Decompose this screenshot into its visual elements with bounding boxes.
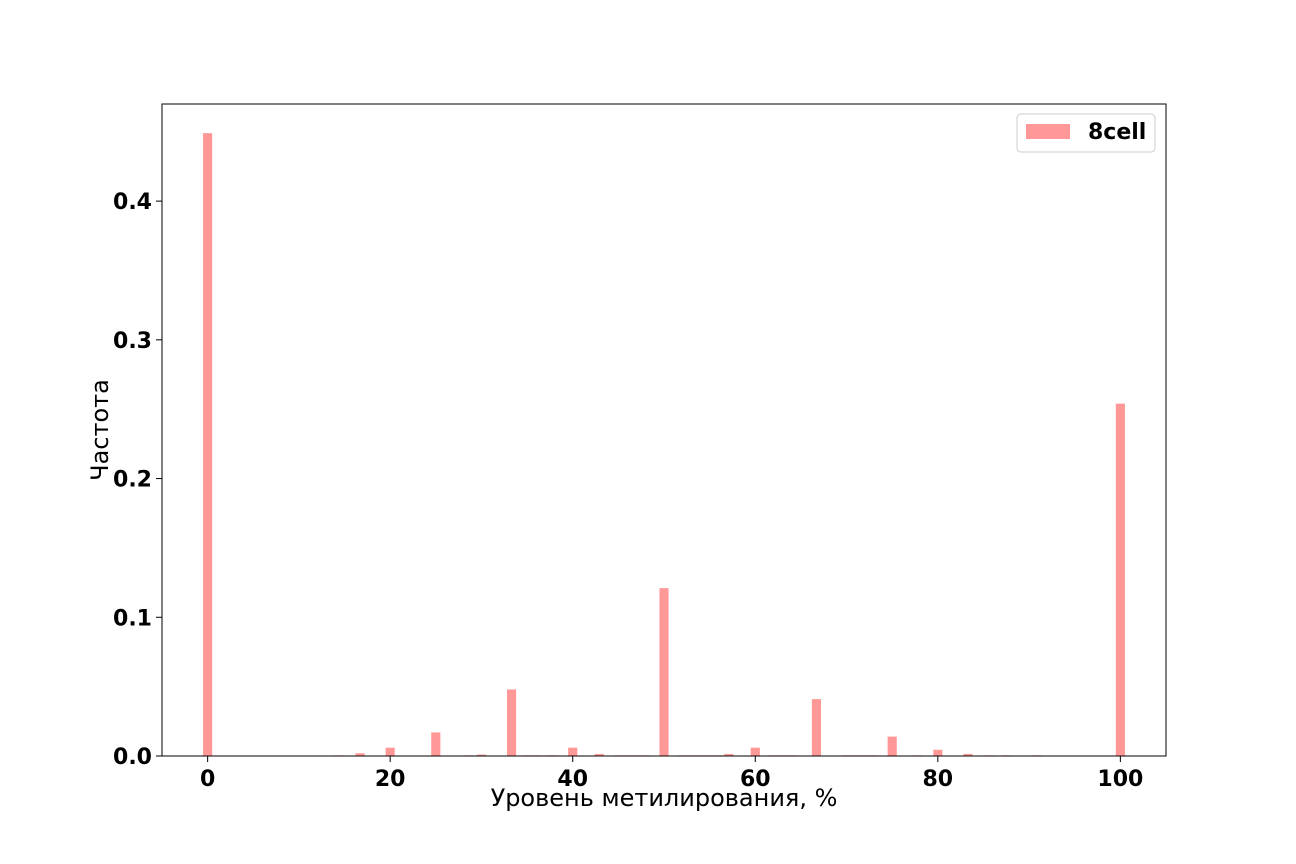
bar-20 — [385, 747, 395, 756]
legend-swatch — [1026, 124, 1070, 139]
x-tick-label: 20 — [375, 767, 406, 792]
bar-75 — [887, 736, 897, 756]
bar-100 — [1115, 403, 1125, 756]
bar-50 — [659, 588, 669, 756]
legend-label: 8cell — [1088, 120, 1146, 145]
bar-16.7 — [355, 753, 365, 756]
x-axis: 0 20 40 60 80 100 — [200, 756, 1143, 792]
bar-57.1 — [724, 753, 734, 756]
legend-box — [1016, 113, 1156, 153]
y-tick-label: 0.1 — [113, 606, 152, 631]
y-tick-label: 0.4 — [113, 190, 152, 215]
bar-33.3 — [507, 689, 517, 756]
bar-42.9 — [594, 753, 604, 756]
x-tick-label: 40 — [557, 767, 588, 792]
legend: 8cell — [1016, 113, 1156, 153]
y-tick-label: 0.3 — [113, 329, 152, 354]
bar-83.3 — [963, 753, 973, 756]
x-tick-label: 0 — [200, 767, 215, 792]
bar-80 — [933, 749, 943, 756]
y-tick-label: 0.0 — [113, 745, 152, 770]
y-axis: 0.0 0.1 0.2 0.3 0.4 — [113, 190, 162, 770]
y-axis-label: Частота — [86, 379, 114, 481]
x-tick-label: 60 — [740, 767, 771, 792]
plot-frame — [161, 103, 1167, 757]
bar-66.7 — [811, 699, 821, 756]
bar-60 — [750, 747, 760, 756]
x-tick-label: 80 — [923, 767, 954, 792]
bar-25 — [431, 732, 441, 756]
bar-30 — [476, 754, 487, 756]
x-tick-label: 100 — [1097, 767, 1143, 792]
bar-0 — [203, 133, 213, 756]
x-axis-label: Уровень метилирования, % — [491, 784, 838, 812]
bar-40 — [568, 747, 578, 756]
bars-group — [203, 133, 1125, 756]
y-tick-label: 0.2 — [113, 468, 152, 493]
